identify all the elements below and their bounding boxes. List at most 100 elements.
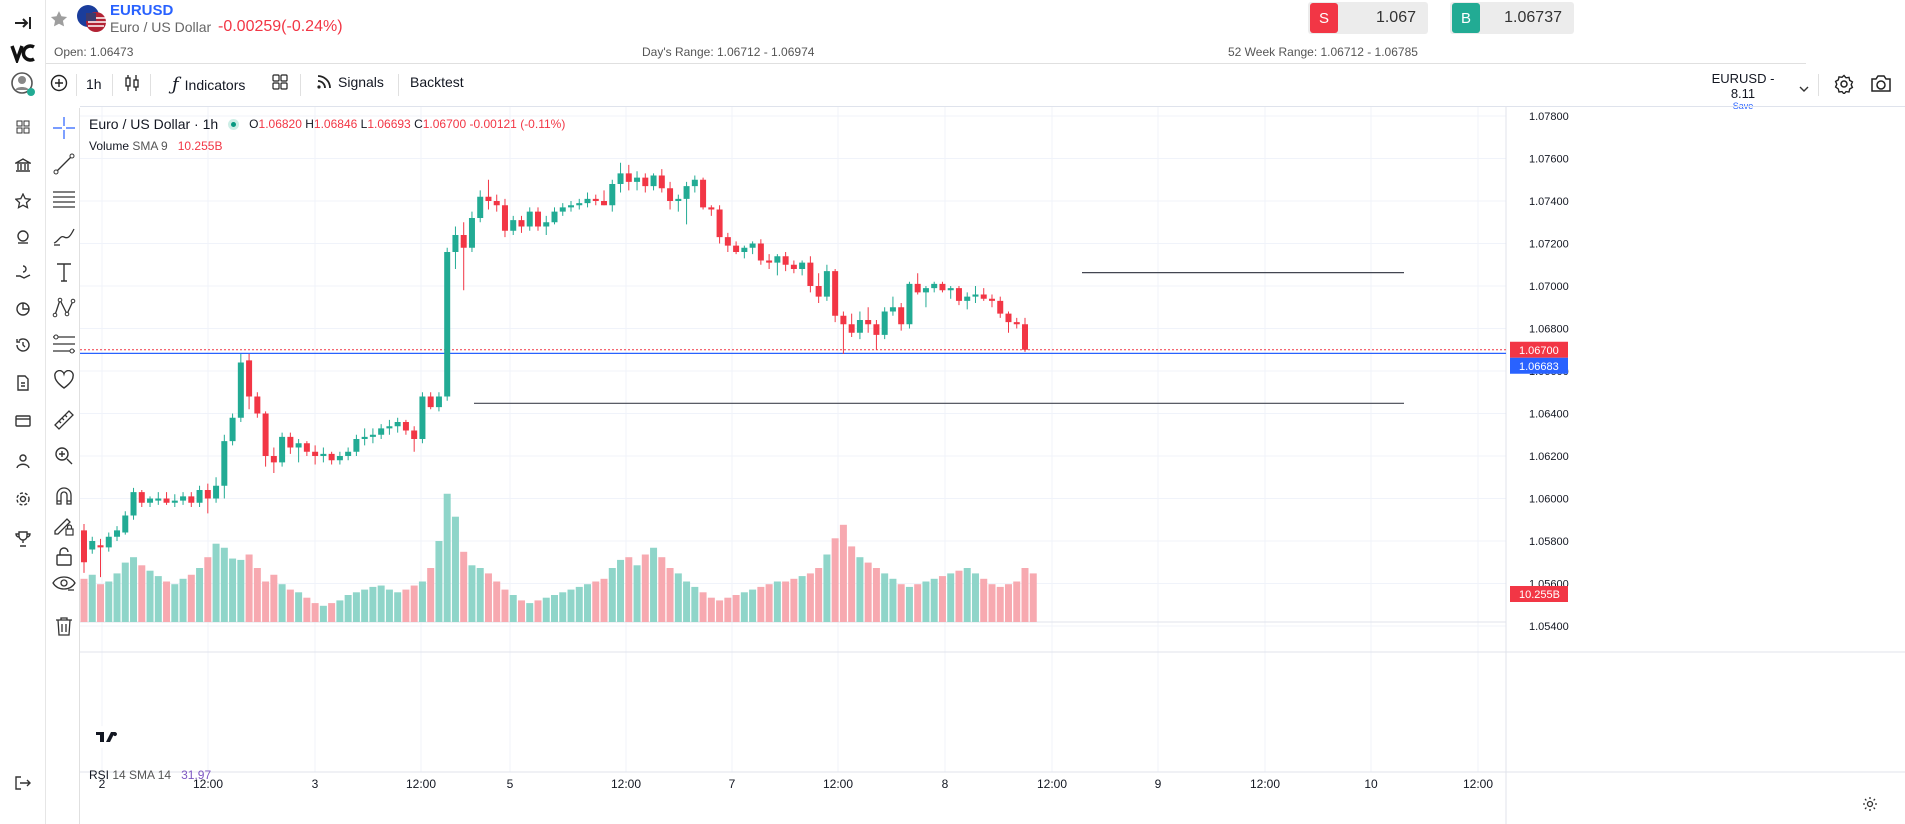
volume-bar <box>650 547 658 622</box>
bank-icon[interactable] <box>8 150 38 180</box>
horizontal-lines[interactable] <box>80 272 1506 404</box>
ruler-icon[interactable] <box>50 406 78 434</box>
pie-chart-icon[interactable] <box>8 294 38 324</box>
candle-body <box>114 530 121 537</box>
support-icon[interactable] <box>8 222 38 252</box>
volume-bar <box>361 589 369 622</box>
volume-bar <box>427 568 435 622</box>
templates-button[interactable] <box>272 74 288 90</box>
volume-bar <box>105 581 113 622</box>
zoom-in-icon[interactable] <box>50 442 78 470</box>
candle-body <box>427 396 434 408</box>
candle-body <box>1022 324 1028 350</box>
history-icon[interactable] <box>8 330 38 360</box>
price-tick-label: 1.06000 <box>1529 494 1569 506</box>
volume-label[interactable]: Volume <box>89 139 130 153</box>
candle-body <box>534 211 541 227</box>
indicators-label: Indicators <box>184 76 246 93</box>
volume-bar <box>493 581 501 622</box>
backtest-button[interactable]: Backtest <box>410 74 464 90</box>
candle-body <box>873 324 880 335</box>
heart-icon[interactable] <box>50 366 78 394</box>
candle-body <box>741 247 748 252</box>
chart-settings-icon[interactable] <box>1834 74 1854 97</box>
pattern-icon[interactable] <box>50 294 78 322</box>
volume-bar <box>971 573 979 622</box>
volume-bar <box>567 589 575 622</box>
star-icon[interactable] <box>8 186 38 216</box>
volume-bar <box>130 557 138 622</box>
candle-body <box>667 188 674 201</box>
document-icon[interactable] <box>8 368 38 398</box>
volume-bar <box>930 578 938 622</box>
trash-icon[interactable] <box>50 612 78 640</box>
trend-line-icon[interactable] <box>50 150 78 178</box>
buy-button[interactable]: B 1.06737 <box>1450 2 1574 34</box>
volume-bar <box>385 589 393 622</box>
candle-body <box>716 209 723 238</box>
unlock-icon[interactable] <box>50 542 78 570</box>
price-chart[interactable]: 1.07800 1.07600 1.07400 1.07200 1.07000 1.068… <box>80 106 1905 824</box>
candle-body <box>733 245 740 252</box>
sell-button[interactable]: S 1.067 <box>1308 2 1428 34</box>
visibility-icon[interactable] <box>50 570 78 598</box>
legend-title[interactable]: Euro / US Dollar · 1h <box>89 116 219 132</box>
candle-body <box>386 426 393 429</box>
profile-icon[interactable] <box>8 446 38 476</box>
apps-grid-icon[interactable] <box>8 112 38 142</box>
brush-icon[interactable] <box>50 222 78 250</box>
price-tick-label: 1.07200 <box>1529 239 1569 251</box>
lock-drawing-icon[interactable] <box>50 512 78 540</box>
market-info-row: Open: 1.06473 Day's Range: 1.06712 - 1.0… <box>46 40 1806 64</box>
interval-button[interactable]: 1h <box>86 76 102 92</box>
week52-range: 52 Week Range: 1.06712 - 1.06785 <box>1228 45 1418 59</box>
candles-icon <box>125 75 139 91</box>
volume-bar <box>328 603 336 622</box>
candle-body <box>906 283 913 325</box>
price-tick-label: 1.07000 <box>1529 281 1569 293</box>
wallet-icon[interactable] <box>8 406 38 436</box>
drawing-toolbar <box>48 108 80 824</box>
volume-bar <box>592 581 600 622</box>
indicators-button[interactable]: ƒ Indicators <box>172 74 245 95</box>
symbol-header: EURUSD Euro / US Dollar -0.00259(-0.24%)… <box>46 0 1905 40</box>
chevron-down-icon[interactable] <box>1799 80 1809 96</box>
candle-body <box>180 496 187 501</box>
candle-body <box>700 179 707 208</box>
symbol-description: Euro / US Dollar <box>110 19 212 35</box>
volume-legend: Volume SMA 9 10.255B <box>89 139 222 153</box>
collapse-icon[interactable] <box>8 8 38 38</box>
candle-body <box>931 283 938 289</box>
signals-button[interactable]: Signals <box>316 74 384 90</box>
volume-bar <box>947 573 955 622</box>
text-tool-icon[interactable] <box>50 258 78 286</box>
axis-settings-icon[interactable] <box>1862 796 1878 817</box>
candle-body <box>493 201 500 206</box>
candle-body <box>708 207 715 210</box>
fib-levels-icon[interactable] <box>50 186 78 214</box>
price-axis[interactable]: 1.07800 1.07600 1.07400 1.07200 1.07000 1.068… <box>1510 111 1569 633</box>
volume-bar <box>80 578 88 622</box>
hand-coin-icon[interactable] <box>8 258 38 288</box>
rsi-label[interactable]: RSI <box>89 768 110 782</box>
layout-selector[interactable]: EURUSD - 8.11 Save <box>1700 71 1786 111</box>
magnet-icon[interactable] <box>50 482 78 510</box>
candle-body <box>468 218 475 248</box>
time-axis[interactable]: 2 12:00 3 12:00 5 12:00 7 12:00 8 12:00 9 12:00 10 12… <box>80 771 1905 791</box>
candle-body <box>832 271 839 316</box>
volume-bar <box>286 589 294 622</box>
camera-icon[interactable] <box>1870 74 1892 97</box>
logout-icon[interactable] <box>8 768 38 798</box>
volume-bar <box>872 568 880 622</box>
chart-type-button[interactable] <box>124 74 140 92</box>
candle-body <box>287 436 294 448</box>
crosshair-icon[interactable] <box>50 114 78 142</box>
user-avatar-icon[interactable] <box>8 69 38 99</box>
favorite-star-icon[interactable] <box>50 10 68 33</box>
volume-bar <box>831 538 839 622</box>
trophy-icon[interactable] <box>8 524 38 554</box>
symbol-name[interactable]: EURUSD <box>110 2 174 19</box>
settings-icon[interactable] <box>8 484 38 514</box>
add-symbol-button[interactable] <box>50 74 68 92</box>
prediction-icon[interactable] <box>50 330 78 358</box>
